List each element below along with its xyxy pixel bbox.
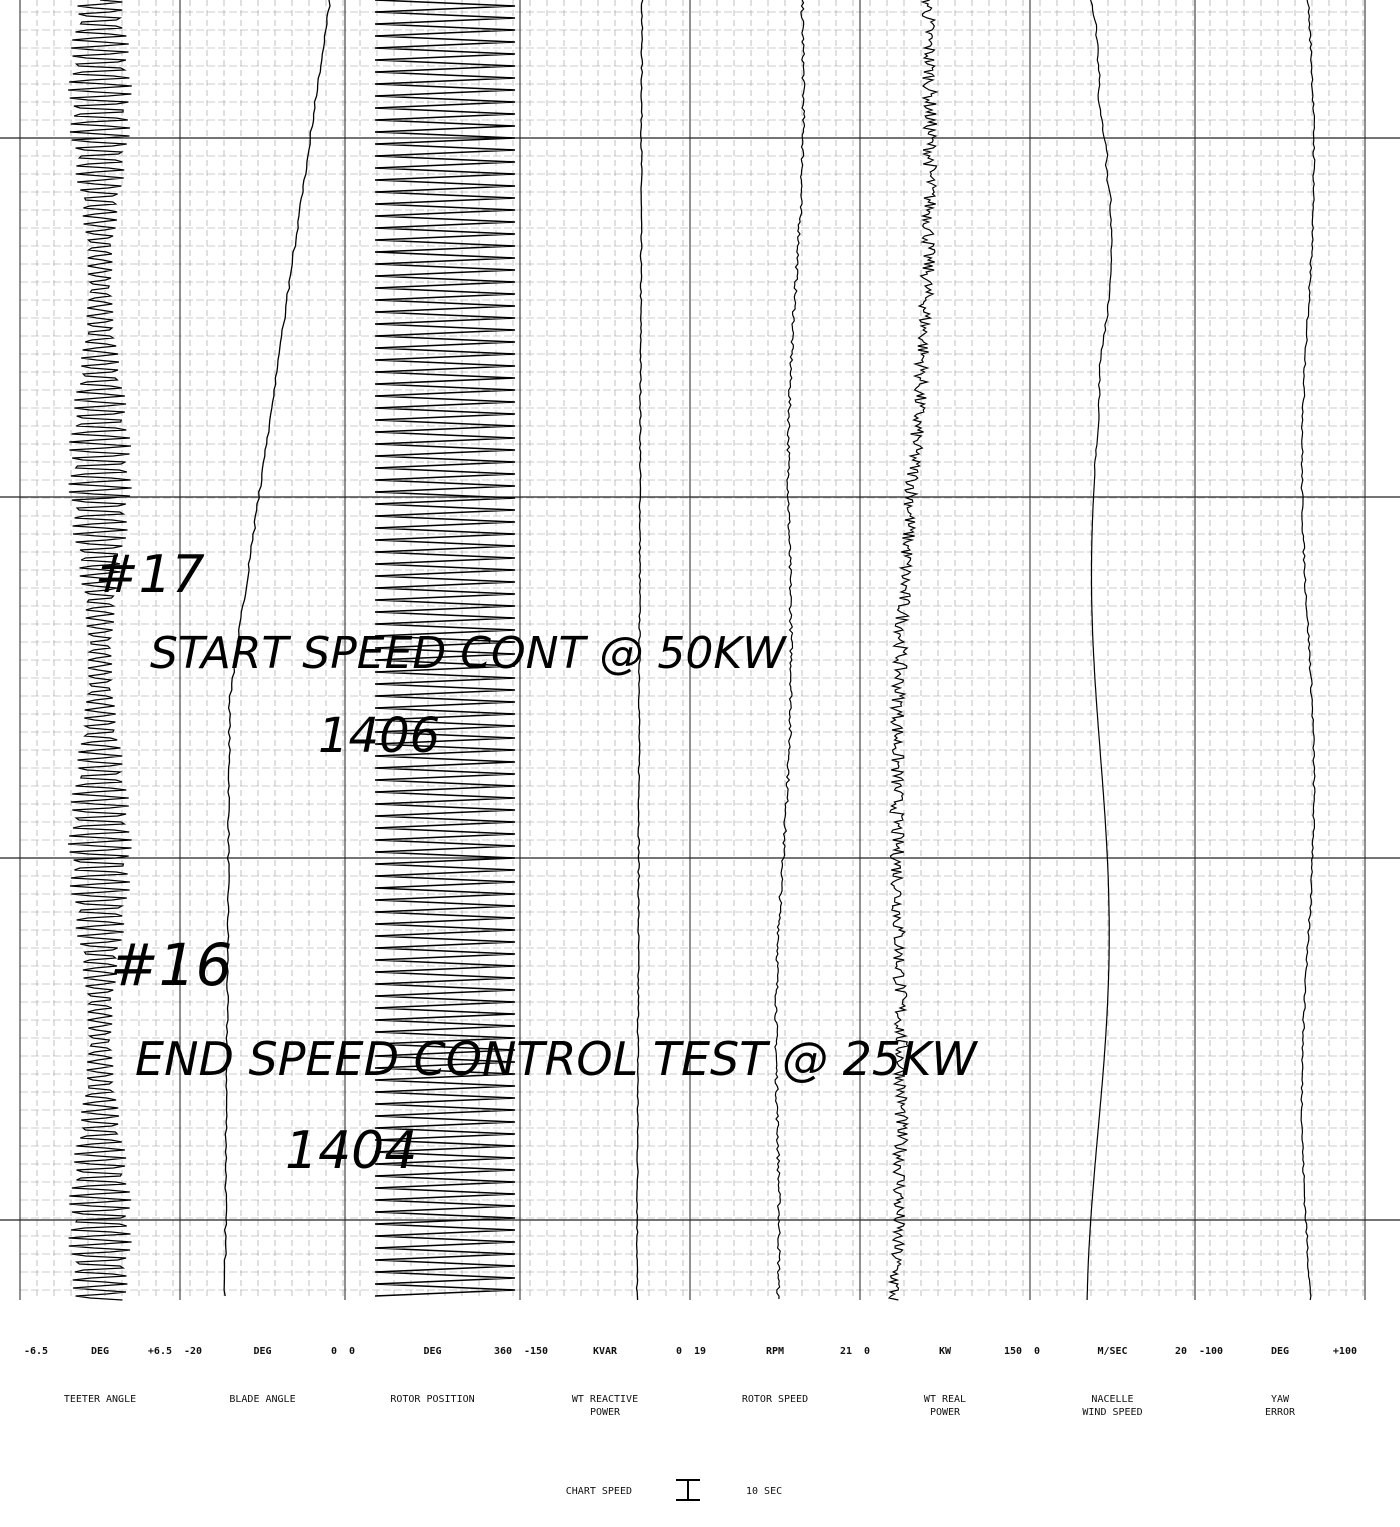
scale-min: -6.5	[24, 1346, 48, 1357]
scale-unit: M/SEC	[1097, 1346, 1127, 1357]
channel-name: NACELLE	[1091, 1394, 1133, 1405]
scale-max: 21	[840, 1346, 852, 1357]
grid	[0, 0, 1400, 1300]
channel-name: YAW	[1271, 1394, 1290, 1405]
channel-name: BLADE ANGLE	[229, 1394, 295, 1405]
channel-name: POWER	[930, 1407, 961, 1418]
channel-name: WT REACTIVE	[572, 1394, 638, 1405]
trace	[1086, 0, 1113, 1301]
chart-speed-value: 10 SEC	[746, 1486, 782, 1497]
scale-unit: DEG	[91, 1346, 109, 1357]
chart-speed-bar	[676, 1479, 700, 1501]
trace	[887, 0, 939, 1301]
scale-min: -100	[1199, 1346, 1223, 1357]
trace	[67, 0, 132, 1301]
scale-unit: KW	[939, 1346, 952, 1357]
annotation: #16	[110, 931, 232, 999]
scale-max: +100	[1333, 1346, 1357, 1357]
channel-name: ROTOR SPEED	[742, 1394, 808, 1405]
channel-name: ERROR	[1265, 1407, 1296, 1418]
scale-max: +6.5	[148, 1346, 172, 1357]
scale-unit: RPM	[766, 1346, 784, 1357]
labels: -6.5 DEG +6.5 TEETER ANGLE -20 DEG 0 BLADE ANGL…	[24, 1346, 1357, 1418]
scale-min: 0	[1034, 1346, 1040, 1357]
scale-unit: DEG	[423, 1346, 441, 1357]
trace	[374, 0, 516, 1297]
traces	[67, 0, 1316, 1301]
annotation: 1406	[318, 708, 440, 764]
scale-min: -150	[524, 1346, 548, 1357]
scale-max: 0	[331, 1346, 337, 1357]
trace	[774, 0, 806, 1300]
channel-name: ROTOR POSITION	[390, 1394, 474, 1405]
scale-min: 0	[864, 1346, 870, 1357]
trace	[223, 0, 331, 1297]
trace	[1300, 0, 1316, 1301]
channel-name: TEETER ANGLE	[64, 1394, 136, 1405]
chart-speed-label: CHART SPEED	[566, 1486, 632, 1497]
scale-unit: KVAR	[593, 1346, 618, 1357]
annotation: 1404	[285, 1121, 417, 1181]
annotation: END SPEED CONTROL TEST @ 25KW	[135, 1032, 978, 1086]
annotation: #17	[95, 545, 205, 605]
channel-name: WIND SPEED	[1082, 1407, 1142, 1418]
scale-max: 360	[494, 1346, 512, 1357]
annotation: START SPEED CONT @ 50KW	[150, 628, 787, 679]
scale-max: 0	[676, 1346, 682, 1357]
scale-max: 150	[1004, 1346, 1022, 1357]
scale-min: -20	[184, 1346, 202, 1357]
channel-name: WT REAL	[924, 1394, 966, 1405]
scale-unit: DEG	[1271, 1346, 1289, 1357]
scale-max: 20	[1175, 1346, 1187, 1357]
scale-min: 0	[349, 1346, 355, 1357]
scale-min: 19	[694, 1346, 706, 1357]
trace	[635, 0, 644, 1301]
channel-name: POWER	[590, 1407, 621, 1418]
scale-unit: DEG	[253, 1346, 271, 1357]
